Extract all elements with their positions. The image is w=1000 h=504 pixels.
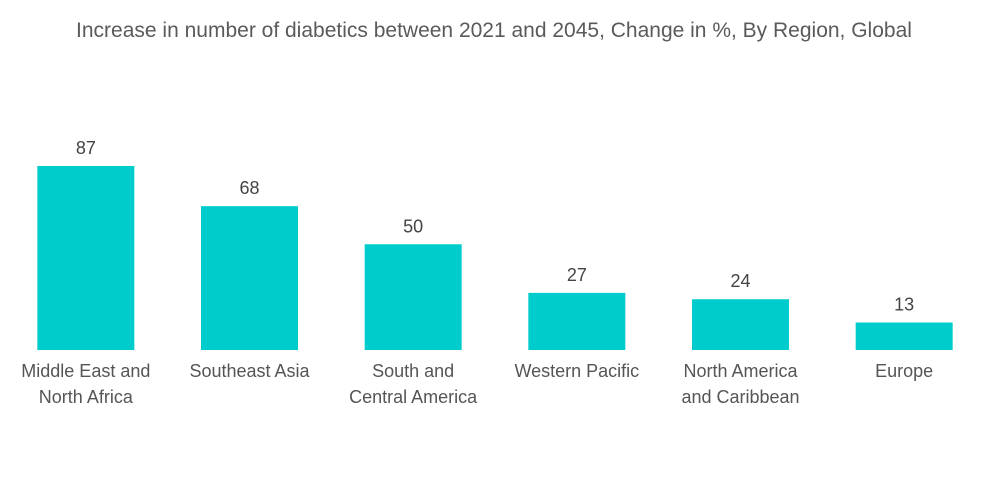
bar-3 (528, 292, 626, 350)
value-label-0: 87 (76, 138, 96, 158)
category-label-5: Europe (875, 361, 933, 381)
value-labels-group: 87 68 50 27 24 13 (76, 138, 914, 315)
bar-4 (692, 299, 789, 350)
bar-0 (37, 166, 135, 350)
category-label-0: Middle East and North Africa (21, 361, 150, 407)
value-label-4: 24 (730, 271, 750, 291)
bars-group (37, 166, 953, 350)
chart-title: Increase in number of diabetics between … (76, 19, 912, 42)
category-label-4: North America and Caribbean (681, 361, 799, 407)
bar-1 (201, 206, 298, 350)
category-label-1: Southeast Asia (189, 361, 310, 381)
bar-2 (364, 244, 462, 350)
value-label-3: 27 (567, 265, 587, 285)
bar-5 (855, 322, 953, 350)
value-label-2: 50 (403, 216, 423, 236)
category-label-2: South and Central America (349, 361, 478, 407)
category-labels-group: Middle East and North Africa Southeast Asi… (21, 361, 933, 407)
category-label-3: Western Pacific (514, 361, 639, 381)
value-label-1: 68 (239, 178, 259, 198)
value-label-5: 13 (894, 295, 914, 315)
